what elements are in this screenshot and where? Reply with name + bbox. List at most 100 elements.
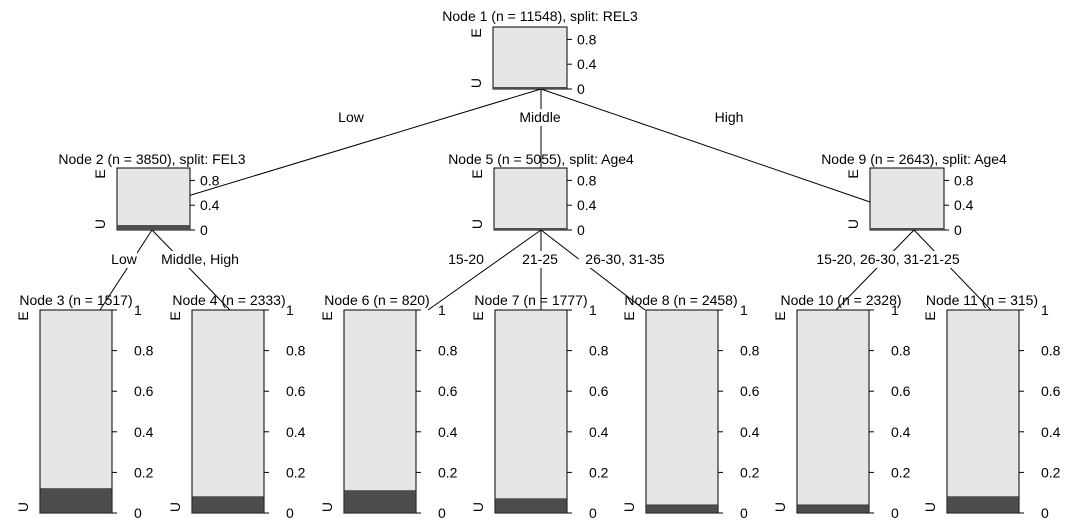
class-label-top: E [468,28,484,37]
axis-tick-label: 0 [891,505,899,520]
class-label-bottom: U [845,219,861,229]
node-box [493,167,568,231]
axis-tick-label: 1 [134,302,142,318]
axis-tick-label: 1 [740,302,748,318]
edge-label-bg [337,109,365,126]
terminal-node-node6: Node 6 (n = 820) 0 0.2 0.4 0.6 0.8 1 E U [319,292,458,520]
axis-tick-label: 0.8 [200,172,220,188]
axis-tick-label: 0.4 [1041,424,1061,440]
class-label-bottom: U [469,219,485,229]
axis-tick-label: 0.6 [589,383,609,399]
node-label: Node 9 (n = 2643), split: Age4 [821,151,1007,167]
node-box [946,309,1020,514]
class-label-bottom: U [470,502,486,512]
axis-tick-label: 1 [1041,302,1049,318]
axis-tick-label: 0 [438,505,446,520]
node-bar [494,498,568,514]
axis-tick-label: 0.8 [286,343,306,359]
node-label: Node 7 (n = 1777) [474,292,587,308]
axis-tick-label: 0.6 [134,383,154,399]
tree-nodes: Node 1 (n = 11548), split: REL3 0 0.4 0.8 E U… [15,8,1061,520]
tree-edge [99,229,153,311]
axis-tick-label: 0.4 [589,424,609,440]
terminal-node-node11: Node 11 (n = 315) 0 0.2 0.4 0.6 0.8 1 E U [922,292,1061,520]
class-label-top: E [319,311,335,320]
internal-node-node2: Node 2 (n = 3850), split: FEL3 0 0.4 0.8 E U [58,151,245,238]
node-label: Node 4 (n = 2333) [172,292,285,308]
axis-tick-label: 0.2 [438,464,458,480]
axis-tick-label: 0.8 [438,343,458,359]
axis-tick-label: 0.6 [740,383,760,399]
axis-tick-label: 0.2 [589,464,609,480]
node-label: Node 8 (n = 2458) [624,292,737,308]
axis-tick-label: 0 [134,505,142,520]
class-label-bottom: U [15,502,31,512]
axis-tick-label: 0.4 [740,424,760,440]
edge-label-bg [804,251,972,268]
node-box [116,167,191,231]
node-label: Node 11 (n = 315) [926,292,1038,308]
axis-tick-label: 0 [577,222,585,238]
class-label-top: E [469,169,485,178]
class-label-bottom: U [319,502,335,512]
node-bar [191,496,265,514]
edge-label: Low [111,251,138,267]
axis-tick-label: 0.4 [891,424,911,440]
edge-label-bg [578,251,672,268]
axis-tick-label: 0.8 [577,31,597,47]
axis-tick-label: 1 [589,302,597,318]
edge-label-bg [519,251,561,268]
edge-label-bg [445,251,487,268]
axis-tick-label: 0.4 [954,197,974,213]
tree-edge [167,88,542,203]
node-box [796,309,870,514]
class-label-bottom: U [468,78,484,88]
terminal-node-node3: Node 3 (n = 1517) 0 0.2 0.4 0.6 0.8 1 E U [15,292,154,520]
axis-tick-label: 0 [1041,505,1049,520]
node-box [39,309,113,514]
internal-node-node5: Node 5 (n = 5055), split: Age4 0 0.4 0.8 E U [448,151,634,238]
class-label-top: E [772,311,788,320]
node-bar [645,504,719,514]
edge-label-bg [515,109,565,126]
axis-tick-label: 0.4 [286,424,306,440]
axis-tick-label: 0 [286,505,294,520]
node-label: Node 5 (n = 5055), split: Age4 [448,151,634,167]
class-label-bottom: U [772,502,788,512]
axis-tick-label: 0.8 [577,172,597,188]
axis-tick-label: 0.2 [134,464,154,480]
internal-node-node9: Node 9 (n = 2643), split: Age4 0 0.4 0.8 E U [821,151,1007,238]
tree-edges [99,88,992,311]
axis-tick-label: 0 [740,505,748,520]
axis-tick-label: 0.2 [1041,464,1061,480]
axis-tick-label: 0.4 [200,197,220,213]
node-bar [493,87,567,89]
class-label-top: E [92,169,108,178]
class-label-bottom: U [621,502,637,512]
axis-tick-label: 0.8 [891,343,911,359]
axis-tick-label: 0.8 [954,172,974,188]
class-label-top: E [167,311,183,320]
axis-tick-label: 0.2 [891,464,911,480]
tree-edge-labels: Low Middle High Low Middle, High 15-20 21-25 26… [110,109,972,268]
class-label-top: E [15,311,31,320]
axis-tick-label: 0 [589,505,597,520]
tree-edge [427,229,542,311]
node-label: Node 1 (n = 11548), split: REL3 [442,8,638,24]
node-label: Node 2 (n = 3850), split: FEL3 [58,151,245,167]
node-bar [796,504,870,514]
node-box [494,309,568,514]
node-box [492,26,568,90]
node-box [191,309,265,514]
edge-label: Low [338,109,365,125]
axis-tick-label: 0 [954,222,962,238]
class-label-bottom: U [922,502,938,512]
tree-edge [835,229,915,311]
terminal-node-node10: Node 10 (n = 2328) 0 0.2 0.4 0.6 0.8 1 E U [772,292,911,520]
node-box [645,309,719,514]
edge-label-bg [712,109,746,126]
axis-tick-label: 1 [438,302,446,318]
class-label-top: E [621,311,637,320]
class-label-top: E [845,169,861,178]
